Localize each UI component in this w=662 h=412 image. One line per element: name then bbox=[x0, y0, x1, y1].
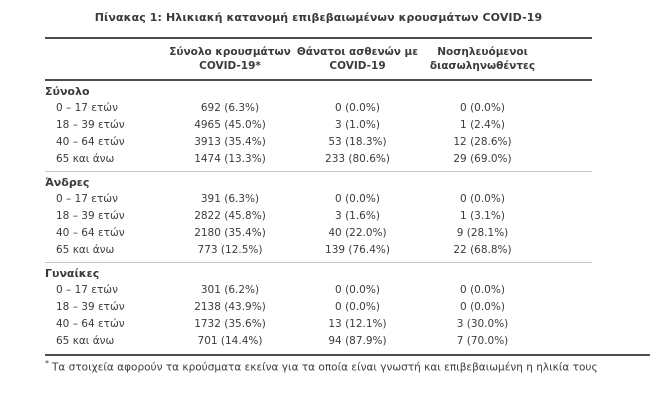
deaths-cell: 40 (22.0%) bbox=[328, 227, 387, 239]
cases-cell: 701 (14.4%) bbox=[197, 335, 263, 347]
deaths-cell: 0 (0.0%) bbox=[335, 284, 380, 296]
cases-cell: 1474 (13.3%) bbox=[194, 153, 266, 165]
table-body: Σύνολο 0 – 17 ετών 692 (6.3%) 0 (0.0%) 0 (0.… bbox=[45, 81, 592, 353]
deaths-cell: 13 (12.1%) bbox=[328, 318, 387, 330]
section-divider bbox=[45, 262, 592, 263]
intubated-cell: 1 (3.1%) bbox=[460, 210, 505, 222]
intubated-cell: 22 (68.8%) bbox=[453, 244, 512, 256]
table-row: 40 – 64 ετών 2180 (35.4%) 40 (22.0%) 9 (28.… bbox=[45, 225, 592, 242]
intubated-cell: 9 (28.1%) bbox=[456, 227, 509, 239]
age-group-label: 0 – 17 ετών bbox=[56, 193, 118, 205]
column-header-deaths: Θάνατοι ασθενών με COVID-19 bbox=[296, 46, 419, 72]
cases-cell: 692 (6.3%) bbox=[200, 102, 260, 114]
cases-cell: 2138 (43.9%) bbox=[194, 301, 266, 313]
table-row: 40 – 64 ετών 1732 (35.6%) 13 (12.1%) 3 (30.… bbox=[45, 316, 592, 333]
footnote-asterisk: * bbox=[45, 359, 49, 368]
age-group-label: 40 – 64 ετών bbox=[56, 318, 125, 330]
section-divider bbox=[45, 171, 592, 172]
age-group-label: 40 – 64 ετών bbox=[56, 136, 125, 148]
table-section: Γυναίκες 0 – 17 ετών 301 (6.2%) 0 (0.0%) 0 (… bbox=[45, 263, 592, 353]
table-row: 65 και άνω 1474 (13.3%) 233 (80.6%) 29 (69.… bbox=[45, 151, 592, 168]
intubated-cell: 0 (0.0%) bbox=[460, 193, 505, 205]
cases-cell: 3913 (35.4%) bbox=[194, 136, 266, 148]
intubated-cell: 0 (0.0%) bbox=[460, 102, 505, 114]
table-section: Άνδρες 0 – 17 ετών 391 (6.3%) 0 (0.0%) 0 (0.… bbox=[45, 172, 592, 262]
intubated-cell: 1 (2.4%) bbox=[460, 119, 505, 131]
age-group-label: 18 – 39 ετών bbox=[56, 210, 125, 222]
age-group-label: 65 και άνω bbox=[56, 244, 115, 256]
deaths-cell: 0 (0.0%) bbox=[335, 102, 380, 114]
table-title: Πίνακας 1: Ηλικιακή κατανομή επιβεβαιωμέ… bbox=[94, 11, 543, 24]
age-group-label: 18 – 39 ετών bbox=[56, 119, 125, 131]
section-header: Σύνολο bbox=[45, 85, 90, 98]
deaths-cell: 0 (0.0%) bbox=[335, 301, 380, 313]
footnote: * Τα στοιχεία αφορούν τα κρούσματα εκείνα… bbox=[45, 354, 650, 374]
intubated-cell: 0 (0.0%) bbox=[460, 284, 505, 296]
age-group-label: 40 – 64 ετών bbox=[56, 227, 125, 239]
deaths-cell: 0 (0.0%) bbox=[335, 193, 380, 205]
deaths-cell: 233 (80.6%) bbox=[325, 153, 390, 165]
age-group-label: 65 και άνω bbox=[56, 153, 115, 165]
cases-cell: 391 (6.3%) bbox=[200, 193, 260, 205]
cases-cell: 2180 (35.4%) bbox=[194, 227, 266, 239]
deaths-cell: 139 (76.4%) bbox=[325, 244, 390, 256]
table-row: 0 – 17 ετών 301 (6.2%) 0 (0.0%) 0 (0.0%) bbox=[45, 282, 592, 299]
age-group-label: 18 – 39 ετών bbox=[56, 301, 125, 313]
age-group-label: 0 – 17 ετών bbox=[56, 102, 118, 114]
deaths-cell: 3 (1.6%) bbox=[335, 210, 380, 222]
footnote-text: Τα στοιχεία αφορούν τα κρούσματα εκείνα … bbox=[52, 361, 598, 374]
table-header-row: Σύνολο κρουσμάτων COVID-19* Θάνατοι ασθε… bbox=[45, 37, 592, 81]
deaths-cell: 3 (1.0%) bbox=[335, 119, 380, 131]
covid-age-table: Σύνολο κρουσμάτων COVID-19* Θάνατοι ασθε… bbox=[45, 37, 592, 353]
table-row: 65 και άνω 773 (12.5%) 139 (76.4%) 22 (68.8… bbox=[45, 242, 592, 259]
intubated-cell: 29 (69.0%) bbox=[453, 153, 512, 165]
cases-cell: 773 (12.5%) bbox=[197, 244, 263, 256]
table-row: 0 – 17 ετών 692 (6.3%) 0 (0.0%) 0 (0.0%) bbox=[45, 100, 592, 117]
cases-cell: 4965 (45.0%) bbox=[194, 119, 266, 131]
section-header: Γυναίκες bbox=[45, 267, 100, 280]
intubated-cell: 12 (28.6%) bbox=[453, 136, 512, 148]
intubated-cell: 0 (0.0%) bbox=[460, 301, 505, 313]
cases-cell: 2822 (45.8%) bbox=[194, 210, 266, 222]
table-row: 18 – 39 ετών 2822 (45.8%) 3 (1.6%) 1 (3.1%) bbox=[45, 208, 592, 225]
table-row: 65 και άνω 701 (14.4%) 94 (87.9%) 7 (70.0%) bbox=[45, 333, 592, 350]
cases-cell: 301 (6.2%) bbox=[200, 284, 260, 296]
table-row: 40 – 64 ετών 3913 (35.4%) 53 (18.3%) 12 (28… bbox=[45, 134, 592, 151]
table-row: 0 – 17 ετών 391 (6.3%) 0 (0.0%) 0 (0.0%) bbox=[45, 191, 592, 208]
cases-cell: 1732 (35.6%) bbox=[194, 318, 266, 330]
table-section: Σύνολο 0 – 17 ετών 692 (6.3%) 0 (0.0%) 0 (0.… bbox=[45, 81, 592, 171]
age-group-label: 0 – 17 ετών bbox=[56, 284, 118, 296]
section-header: Άνδρες bbox=[45, 176, 90, 189]
column-header-intubated: Νοσηλευόμενοι διασωληνωθέντες bbox=[429, 46, 536, 72]
table-row: 18 – 39 ετών 4965 (45.0%) 3 (1.0%) 1 (2.4%) bbox=[45, 117, 592, 134]
age-group-label: 65 και άνω bbox=[56, 335, 115, 347]
deaths-cell: 94 (87.9%) bbox=[328, 335, 387, 347]
header-spacer bbox=[45, 45, 165, 73]
table-row: 18 – 39 ετών 2138 (43.9%) 0 (0.0%) 0 (0.0%) bbox=[45, 299, 592, 316]
column-header-total-cases: Σύνολο κρουσμάτων COVID-19* bbox=[169, 46, 291, 72]
deaths-cell: 53 (18.3%) bbox=[328, 136, 387, 148]
intubated-cell: 3 (30.0%) bbox=[456, 318, 509, 330]
intubated-cell: 7 (70.0%) bbox=[456, 335, 509, 347]
